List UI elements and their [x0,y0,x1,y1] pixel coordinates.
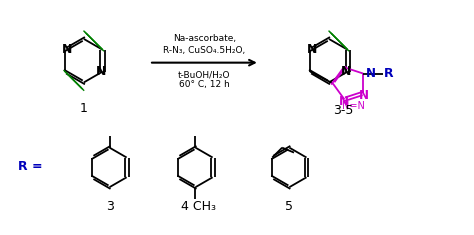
Text: N=N: N=N [342,101,365,111]
Text: R-N₃, CuSO₄.5H₂O,: R-N₃, CuSO₄.5H₂O, [163,46,246,55]
Text: N: N [95,65,106,78]
Text: N: N [307,43,317,56]
Text: N: N [366,67,376,80]
Text: R =: R = [18,160,43,173]
Text: 60° C, 12 h: 60° C, 12 h [179,80,230,89]
Text: 3-5: 3-5 [334,104,354,117]
Text: N: N [340,65,351,78]
Text: N: N [62,43,72,56]
Text: 5: 5 [285,200,293,213]
Text: R: R [384,67,394,80]
Text: t-BuOH/H₂O: t-BuOH/H₂O [178,70,231,79]
Text: N: N [338,95,348,108]
Text: 4 CH₃: 4 CH₃ [181,200,216,213]
Text: N: N [359,89,369,102]
Text: 3: 3 [106,200,113,213]
Text: Na-ascorbate,: Na-ascorbate, [173,35,236,43]
Text: 1: 1 [80,102,88,115]
